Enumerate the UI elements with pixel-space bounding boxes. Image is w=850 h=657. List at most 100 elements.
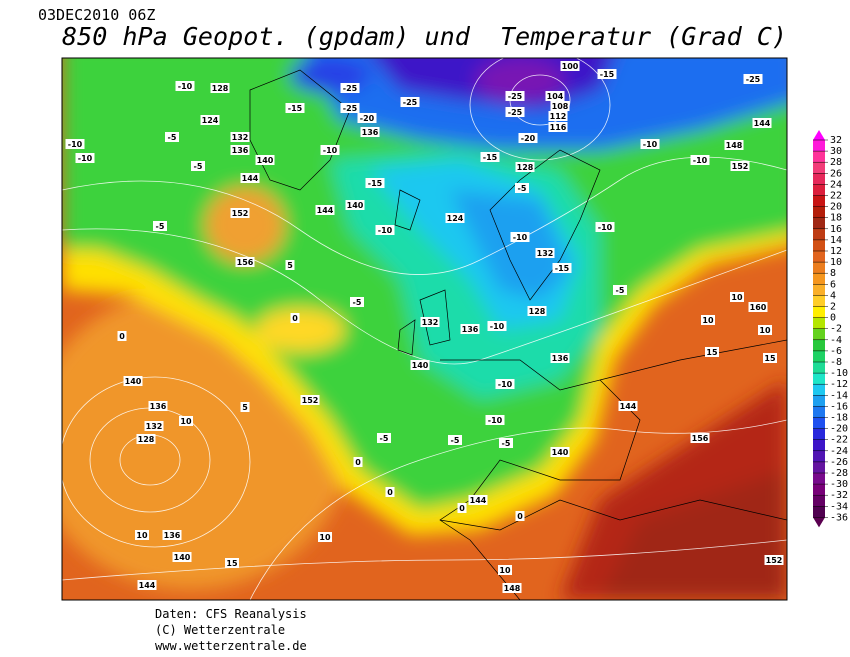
label-box [499, 438, 513, 448]
map-frame [61, 57, 788, 601]
contour-label: 144 [470, 496, 487, 505]
timestamp: 03DEC2010 06Z [38, 6, 155, 24]
colorbar-segment [813, 339, 825, 352]
contour-label: 128 [529, 307, 546, 316]
colorbar-label: -36 [830, 512, 848, 523]
contour-label: 0 [119, 332, 125, 341]
contour-label: 132 [146, 422, 163, 431]
contour-label: 152 [766, 556, 783, 565]
label-box [225, 558, 239, 568]
colorbar-segment [813, 439, 825, 452]
colorbar-segment [813, 362, 825, 374]
label-box [515, 511, 525, 521]
contour-label: 140 [257, 156, 274, 165]
colorbar-label: 8 [830, 268, 836, 279]
contour-label: 144 [620, 402, 637, 411]
colorbar-label: -30 [830, 479, 848, 490]
label-box [340, 83, 360, 93]
contour-label: 136 [362, 128, 379, 137]
contour-label: 15 [764, 354, 776, 363]
label-box [285, 260, 295, 270]
coastlines [249, 69, 787, 600]
contour-label: 108 [552, 102, 569, 111]
label-box [255, 155, 275, 165]
colorbar-label: -16 [830, 401, 848, 412]
label-box [480, 152, 500, 162]
contour-label: -10 [488, 416, 503, 425]
label-box [730, 161, 750, 171]
label-box [135, 530, 149, 540]
contour-label: 144 [242, 174, 259, 183]
colorbar-segment [813, 406, 825, 418]
label-box [117, 331, 127, 341]
label-box [300, 395, 320, 405]
label-box [460, 324, 480, 334]
contour-label: 5 [287, 261, 293, 270]
contour-label: 148 [726, 141, 743, 150]
title: 850 hPa Geopot. (gpdam) und Temperatur (… [62, 22, 787, 51]
contour-label: 156 [692, 434, 709, 443]
contour-label: -15 [368, 179, 383, 188]
label-box [172, 552, 192, 562]
contour-label: 132 [232, 133, 249, 142]
contour-label: -5 [616, 286, 625, 295]
label-box [420, 317, 440, 327]
colorbar-segment [813, 206, 825, 218]
contour-label: 10 [759, 326, 771, 335]
colorbar-label: 32 [830, 135, 842, 146]
contour-label: -10 [498, 380, 513, 389]
label-box [597, 69, 617, 79]
label-box [410, 360, 430, 370]
label-box [502, 583, 522, 593]
label-box [763, 353, 777, 363]
contour-label: 116 [550, 123, 567, 132]
label-box [375, 225, 395, 235]
contour-label: -25 [403, 98, 418, 107]
colorbar-label: -8 [830, 357, 842, 368]
label-box [240, 173, 260, 183]
contour-label: 128 [517, 163, 534, 172]
contour-label: 148 [504, 584, 521, 593]
contour-label: 0 [387, 488, 393, 497]
label-box [495, 379, 515, 389]
contour-label: -25 [508, 108, 523, 117]
contour-label: 15 [706, 348, 718, 357]
colorbar-label: -4 [830, 335, 842, 346]
colorbar-label: -10 [830, 368, 848, 379]
colorbar-label: 30 [830, 146, 842, 157]
label-box [640, 139, 660, 149]
label-box [690, 433, 710, 443]
label-box [230, 208, 250, 218]
label-box [445, 213, 465, 223]
label-box [144, 421, 164, 431]
label-box [318, 532, 332, 542]
contour-label: 10 [319, 533, 331, 542]
colorbar-label: 2 [830, 302, 836, 313]
label-box [498, 565, 512, 575]
contour-label: 5 [242, 403, 248, 412]
contour-label: 152 [232, 209, 249, 218]
colorbar-segment [813, 350, 825, 363]
label-box [487, 321, 507, 331]
colorbar-segment [813, 284, 825, 296]
label-box [400, 97, 420, 107]
colorbar-label: -24 [830, 446, 848, 457]
colorbar-segment [813, 461, 825, 474]
colorbar-label: 16 [830, 224, 842, 235]
colorbar-segment [813, 184, 825, 196]
contour-label: -25 [746, 75, 761, 84]
label-box [764, 555, 784, 565]
contour-label: 140 [347, 201, 364, 210]
label-box [730, 292, 744, 302]
colorbar-label: -18 [830, 413, 848, 424]
label-box [377, 433, 391, 443]
colorbar-segment [813, 173, 825, 185]
contour-label: -5 [502, 439, 511, 448]
label-box [315, 205, 335, 215]
colorbar-label: 6 [830, 279, 836, 290]
contour-label: -10 [513, 233, 528, 242]
contour-label: -10 [490, 322, 505, 331]
contour-label: 136 [232, 146, 249, 155]
temperature-field [62, 58, 787, 600]
colorbar-segment [813, 295, 825, 307]
